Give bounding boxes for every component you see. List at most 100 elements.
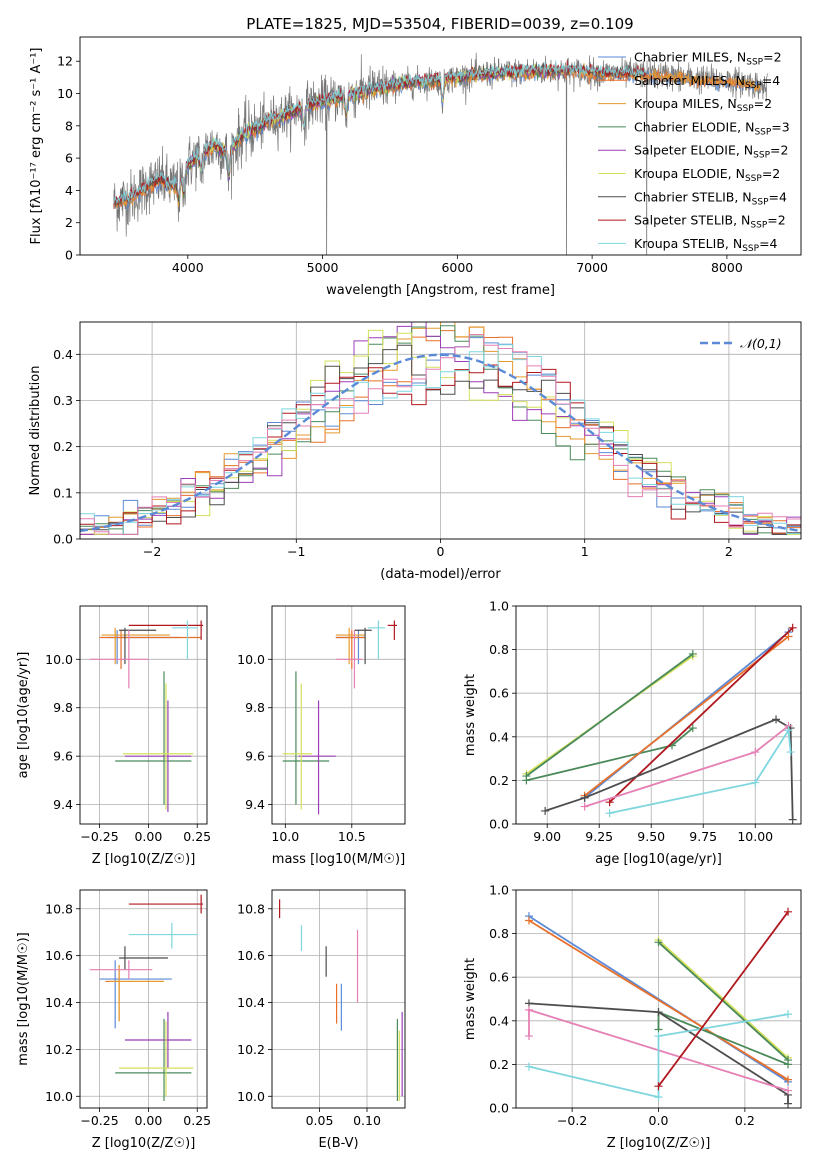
x-tick-label: 5000 xyxy=(307,260,339,275)
x-axis-label: mass [log10(M/M☉)] xyxy=(272,852,405,867)
weight-marker-kroupa_stelib xyxy=(751,778,760,787)
y-tick-label: 0.6 xyxy=(489,970,509,985)
x-tick-label: 0.10 xyxy=(353,1113,381,1128)
plot-area xyxy=(113,52,768,255)
y-tick-label: 6 xyxy=(65,151,73,166)
y-tick-label: 0.4 xyxy=(53,347,73,362)
y-tick-label: 10.0 xyxy=(237,1089,265,1104)
weight-marker-kroupa_stelib xyxy=(654,1032,663,1041)
weight-line-chabrier_elodie xyxy=(526,727,694,782)
weight-line-kroupa_stelib xyxy=(609,727,792,814)
x-tick-label: 1 xyxy=(581,544,589,559)
y-tick-label: 9.8 xyxy=(53,700,73,715)
weight-line-pink xyxy=(584,725,790,808)
weight-line-chabrier_elodie xyxy=(525,653,694,777)
x-tick-label: 4000 xyxy=(172,260,204,275)
y-tick-label: 10 xyxy=(57,86,73,101)
weight-line-kroupa_stelib xyxy=(528,1013,789,1099)
y-tick-label: 9.6 xyxy=(53,749,73,764)
axes-frame xyxy=(79,605,208,825)
x-axis-label: Z [log10(Z/Z☉)] xyxy=(92,852,196,867)
weight-line-salpeter_stelib xyxy=(657,911,789,1087)
model-spectrum-kroupa_stelib xyxy=(113,60,647,204)
axes-frame xyxy=(79,889,208,1109)
x-axis-label: wavelength [Angstrom, rest frame] xyxy=(326,283,555,298)
x-tick-label: 0.2 xyxy=(735,1113,755,1128)
y-tick-label: 10.6 xyxy=(45,948,73,963)
residual-legend: 𝒩(0,1) xyxy=(700,336,782,351)
x-axis-label: age [log10(age/yr)] xyxy=(595,852,722,867)
x-tick-label: 0.00 xyxy=(134,829,162,844)
legend-value: =4 xyxy=(762,73,780,88)
legend-value: =4 xyxy=(759,236,777,251)
weight-marker-pink xyxy=(580,802,589,811)
plot-area xyxy=(524,907,793,1108)
legend-subscript: SSP xyxy=(745,174,762,184)
x-tick-label: 0 xyxy=(437,544,445,559)
normal-distribution-curve xyxy=(80,353,799,533)
legend-value: =2 xyxy=(754,96,772,111)
y-tick-label: 10.4 xyxy=(45,995,73,1010)
weight-marker-salpeter_miles xyxy=(784,1075,793,1084)
x-tick-label: −0.2 xyxy=(557,1113,587,1128)
legend-label-salpeter_miles: Salpeter MILES, NSSP=4 xyxy=(634,73,780,91)
panel-spectrum: 4000 5000 6000 7000 8000 0 2 4 6 8 10 12 wavelength … xyxy=(29,36,802,298)
y-tick-label: 0.3 xyxy=(53,393,73,408)
x-tick-label: −0.25 xyxy=(80,829,118,844)
legend-label-kroupa_stelib: Kroupa STELIB, NSSP=4 xyxy=(634,236,778,254)
legend-subscript: SSP xyxy=(753,151,770,161)
weight-marker-chabrier_stelib xyxy=(784,1099,793,1108)
y-tick-label: 0.0 xyxy=(489,817,509,832)
weight-marker-pink xyxy=(524,1032,533,1041)
weight-marker-salpeter_stelib xyxy=(654,1082,663,1091)
panel-mass_vs_Z: −0.25 0.00 0.25 10.0 10.2 10.4 10.6 10.8 Z [log1… xyxy=(16,889,211,1151)
weight-marker-kroupa_stelib xyxy=(605,809,614,818)
x-tick-label: −1 xyxy=(287,544,305,559)
x-axis-label: Z [log10(Z/Z☉)] xyxy=(607,1136,711,1151)
y-axis-label: age [log10(age/yr)] xyxy=(16,652,31,779)
legend-label-salpeter_elodie: Salpeter ELODIE, NSSP=2 xyxy=(634,143,788,161)
x-tick-label: 2 xyxy=(725,544,733,559)
y-tick-label: 12 xyxy=(57,54,73,69)
legend-value: =2 xyxy=(770,143,788,158)
y-tick-label: 0.1 xyxy=(53,485,73,500)
legend-subscript: SSP xyxy=(745,81,762,91)
weight-marker-chabrier_elodie xyxy=(654,938,663,947)
x-tick-label: 10.00 xyxy=(737,829,773,844)
y-tick-label: 10.0 xyxy=(237,652,265,667)
y-tick-label: 0.4 xyxy=(489,729,509,744)
y-tick-label: 0.2 xyxy=(53,439,73,454)
y-axis-label: Normed distribution xyxy=(28,366,43,496)
weight-marker-salpeter_stelib xyxy=(784,907,793,916)
weight-marker-chabrier_stelib xyxy=(788,815,797,824)
axes-frame xyxy=(515,605,802,825)
panel-weight_vs_Z: −0.2 0.0 0.2 0.0 0.2 0.4 0.6 0.8 1.0 Z [log10(Z/Z… xyxy=(463,883,802,1151)
weight-marker-chabrier_elodie xyxy=(522,776,531,785)
y-tick-label: 10.0 xyxy=(45,1089,73,1104)
legend-subscript: SSP xyxy=(750,221,767,231)
weight-marker-chabrier_stelib xyxy=(654,1008,663,1017)
y-tick-label: 10.6 xyxy=(237,948,265,963)
y-tick-label: 10.2 xyxy=(237,1042,265,1057)
legend-label-chabrier_stelib: Chabrier STELIB, NSSP=4 xyxy=(634,189,787,207)
weight-marker-pink xyxy=(784,1086,793,1095)
weight-marker-salpeter_miles xyxy=(784,632,793,641)
y-axis-label: mass weight xyxy=(463,958,478,1040)
axes-frame xyxy=(79,321,802,540)
spectrum-legend: Chabrier MILES, NSSP=2 Salpeter MILES, NS… xyxy=(598,50,790,254)
panel-mass_vs_EBV: 0.05 0.10 10.0 10.2 10.4 10.6 10.8 E(B-V) xyxy=(237,889,406,1151)
legend-subscript: SSP xyxy=(742,244,759,254)
y-tick-label: 10.8 xyxy=(237,901,265,916)
legend-label-chabrier_elodie: Chabrier ELODIE, NSSP=3 xyxy=(634,119,790,137)
y-tick-label: 9.4 xyxy=(53,797,73,812)
plot-area xyxy=(279,899,403,1101)
x-tick-label: 0.0 xyxy=(649,1113,669,1128)
weight-line-salpeter_stelib xyxy=(608,627,794,803)
plot-area xyxy=(89,620,204,812)
legend-value: =2 xyxy=(767,213,785,228)
weight-marker-chabrier_stelib xyxy=(541,806,550,815)
weight-marker-kroupa_stelib xyxy=(784,726,793,735)
weight-marker-kroupa_stelib xyxy=(786,748,795,757)
x-tick-label: 0.00 xyxy=(134,1113,162,1128)
